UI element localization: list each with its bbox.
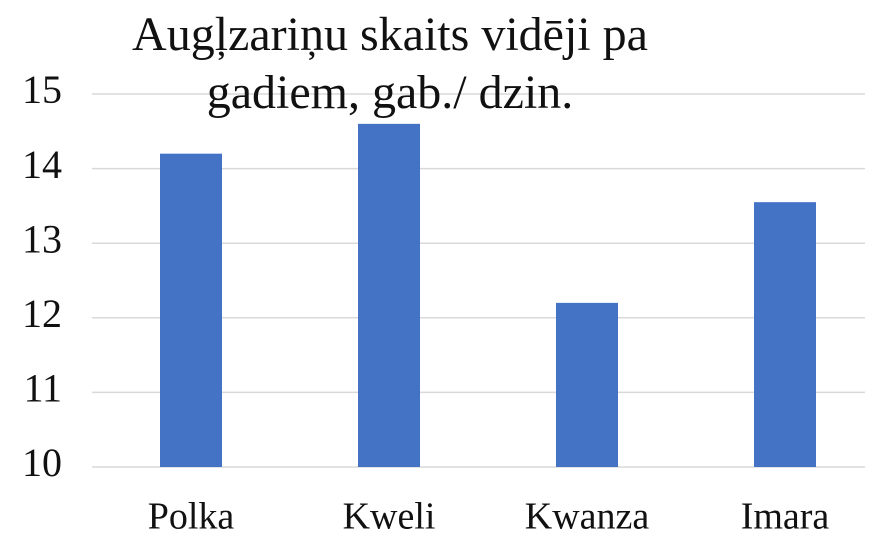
x-tick-label: Kwanza (525, 496, 650, 536)
x-tick-label: Polka (148, 496, 235, 536)
x-tick-label: Imara (741, 496, 830, 536)
y-tick-label: 13 (22, 216, 62, 261)
y-tick-label: 11 (23, 366, 62, 411)
bar (556, 302, 618, 467)
bar (160, 153, 222, 467)
x-tick-label: Kweli (343, 496, 436, 536)
y-tick-label: 12 (22, 291, 62, 336)
bar (358, 123, 420, 467)
y-tick-label: 15 (22, 67, 62, 112)
y-tick-label: 10 (22, 440, 62, 485)
bar (754, 202, 816, 468)
chart-title: Augļzariņu skaits vidēji pa gadiem, gab.… (132, 8, 648, 119)
y-tick-label: 14 (22, 142, 62, 187)
